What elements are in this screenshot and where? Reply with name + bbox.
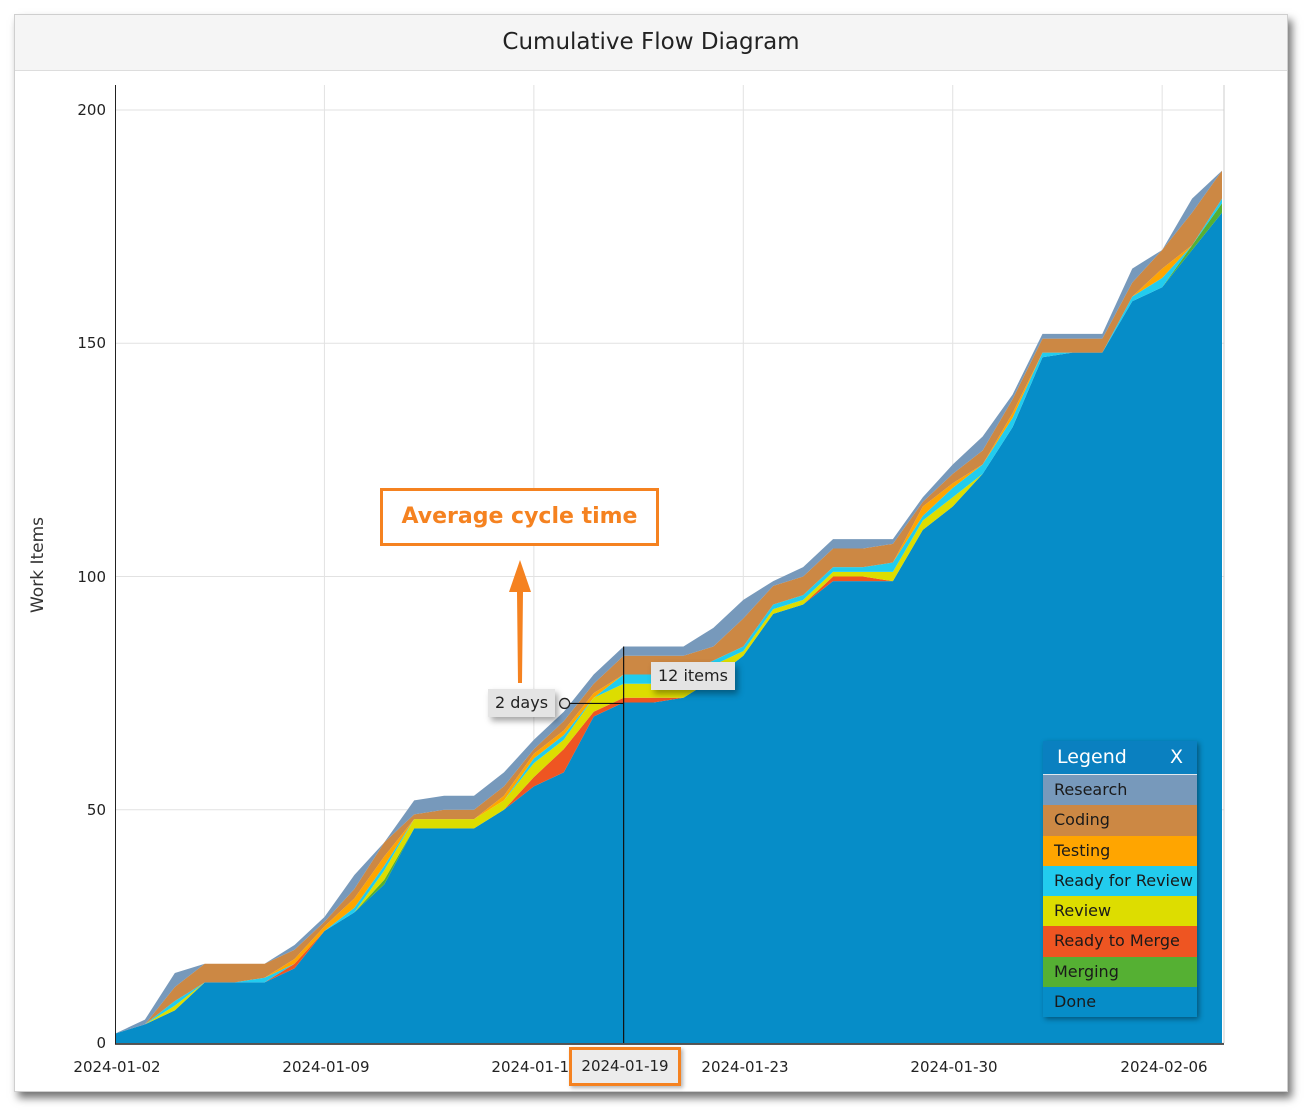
- average-cycle-time-callout: Average cycle time: [380, 488, 659, 546]
- highlighted-date-label: 2024-01-19: [569, 1047, 681, 1086]
- wip-tooltip: 12 items: [651, 662, 735, 690]
- x-tick-label: 2024-01-09: [282, 1058, 370, 1076]
- area-done: [115, 212, 1222, 1043]
- legend-item-ready-to-merge[interactable]: Ready to Merge: [1043, 926, 1197, 957]
- x-tick-label: 2024-01-30: [910, 1058, 998, 1076]
- legend-item-ready-for-review[interactable]: Ready for Review: [1043, 865, 1197, 897]
- y-axis-label: Work Items: [28, 516, 48, 614]
- y-tick-0: 0: [96, 1034, 106, 1052]
- arrow-up-icon: [509, 560, 531, 683]
- y-tick-150: 150: [77, 334, 106, 352]
- y-tick-200: 200: [77, 101, 106, 119]
- x-tick-label: 2024-01-16: [491, 1058, 579, 1076]
- legend-title: Legend: [1057, 746, 1127, 768]
- x-tick-label: 2024-01-02: [73, 1058, 161, 1076]
- legend-item-research[interactable]: Research: [1043, 775, 1197, 806]
- y-tick-100: 100: [77, 568, 106, 586]
- x-tick-label: 2024-01-23: [701, 1058, 789, 1076]
- legend-item-done[interactable]: Done: [1043, 987, 1197, 1018]
- legend-item-merging[interactable]: Merging: [1043, 956, 1197, 988]
- legend-item-testing[interactable]: Testing: [1043, 835, 1197, 866]
- chart-title: Cumulative Flow Diagram: [15, 15, 1287, 71]
- y-tick-50: 50: [86, 801, 106, 819]
- legend-item-coding[interactable]: Coding: [1043, 805, 1197, 836]
- legend-close-button[interactable]: X: [1169, 746, 1183, 768]
- legend-item-review[interactable]: Review: [1043, 896, 1197, 927]
- legend: Legend X Research Coding Testing Ready f…: [1043, 741, 1197, 1018]
- cycle-time-tooltip: 2 days: [488, 689, 556, 717]
- cycle-time-marker: [558, 697, 571, 710]
- x-tick-label: 2024-02-06: [1120, 1058, 1208, 1076]
- cfd-plot-area: [115, 85, 1225, 1045]
